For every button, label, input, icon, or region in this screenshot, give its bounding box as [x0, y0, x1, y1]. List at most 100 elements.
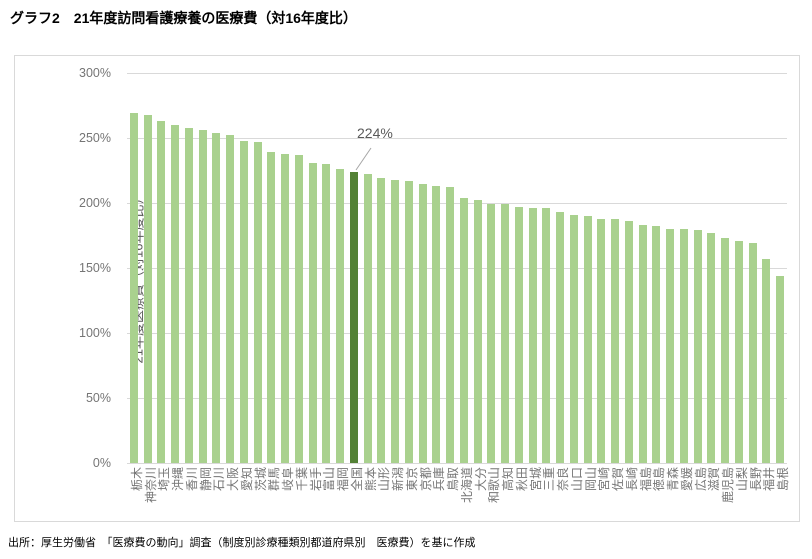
gridline [127, 73, 787, 74]
x-tick-label: 福井 [762, 467, 777, 492]
y-tick-label: 250% [79, 131, 111, 145]
bar [721, 238, 730, 463]
x-tick-label: 京都 [418, 467, 433, 492]
bar [501, 204, 510, 463]
gridline [127, 333, 787, 334]
bar [171, 125, 180, 463]
x-tick-label: 高知 [501, 467, 516, 492]
bar [652, 226, 661, 463]
gridline [127, 138, 787, 139]
bar [363, 174, 372, 463]
x-tick-label: 青森 [666, 467, 681, 492]
bar [748, 243, 757, 463]
bar [569, 214, 578, 463]
y-tick-label: 200% [79, 196, 111, 210]
bar-highlighted [349, 171, 358, 463]
bar [432, 186, 441, 463]
y-tick-label: 100% [79, 326, 111, 340]
y-tick-label: 50% [85, 391, 111, 405]
x-tick-label: 東京 [404, 467, 419, 492]
x-tick-label: 栃木 [129, 467, 144, 492]
x-tick-label: 長野 [748, 467, 763, 492]
x-tick-label: 三重 [542, 467, 557, 492]
annotation-label: 224% [357, 125, 393, 141]
x-tick-label: 神奈川 [143, 467, 158, 504]
x-tick-label: 宮崎 [597, 467, 612, 492]
bar [638, 225, 647, 463]
x-tick-label: 北海道 [459, 467, 474, 504]
bar [693, 230, 702, 463]
bar [734, 240, 743, 463]
x-tick-label: 滋賀 [707, 467, 722, 492]
x-tick-label: 茨城 [253, 467, 268, 492]
bar [391, 179, 400, 463]
x-tick-label: 島根 [776, 467, 791, 492]
x-tick-label: 鹿児島 [721, 467, 736, 504]
x-tick-label: 全国 [349, 467, 364, 492]
x-tick-label: 福島 [638, 467, 653, 492]
bar [239, 140, 248, 463]
gridline [127, 203, 787, 204]
chart-panel: 21年度医療費（対16年度比） 0% 50% 100% 150% 200% 250% 300… [14, 55, 800, 522]
x-tick-label: 石川 [212, 467, 227, 492]
gridline [127, 268, 787, 269]
bar [281, 153, 290, 463]
x-tick-label: 富山 [322, 467, 337, 492]
x-axis: 栃木 神奈川 埼玉 沖縄 香川 静岡 石川 大阪 愛知 茨城 群馬 岐阜 千葉 岩手 富山 福岡 全国 熊本 山形新… [127, 467, 791, 521]
bar [143, 114, 152, 463]
bar [666, 229, 675, 463]
bar [322, 164, 331, 463]
gridline [127, 463, 787, 464]
x-tick-label: 群馬 [267, 467, 282, 492]
x-tick-label: 愛知 [239, 467, 254, 492]
x-tick-label: 愛媛 [679, 467, 694, 492]
bar [198, 130, 207, 463]
y-tick-label: 0% [92, 456, 111, 470]
gridline [127, 398, 787, 399]
x-tick-label: 鳥取 [446, 467, 461, 492]
x-tick-label: 千葉 [294, 467, 309, 492]
x-tick-label: 和歌山 [487, 467, 502, 504]
bar [336, 169, 345, 463]
bar [583, 216, 592, 463]
bar [679, 229, 688, 463]
x-tick-label: 熊本 [363, 467, 378, 492]
x-tick-label: 山口 [569, 467, 584, 492]
bar [294, 154, 303, 463]
x-tick-label: 大阪 [226, 467, 241, 492]
x-tick-label: 新潟 [391, 467, 406, 492]
x-tick-label: 広島 [693, 467, 708, 492]
bar [404, 180, 413, 463]
x-tick-label: 山梨 [734, 467, 749, 492]
x-tick-label: 秋田 [514, 467, 529, 492]
x-tick-label: 長崎 [624, 467, 639, 492]
x-tick-label: 福岡 [336, 467, 351, 492]
x-tick-label: 宮城 [528, 467, 543, 492]
bar [226, 135, 235, 463]
x-tick-label: 兵庫 [432, 467, 447, 492]
bar [267, 152, 276, 463]
bar [542, 208, 551, 463]
bar [212, 132, 221, 463]
bar [611, 218, 620, 463]
x-tick-label: 徳島 [652, 467, 667, 492]
bar [157, 121, 166, 463]
x-tick-label: 奈良 [556, 467, 571, 492]
page-title: グラフ2 21年度訪問看護療養の医療費（対16年度比） [10, 10, 357, 26]
bar [308, 162, 317, 463]
bar [446, 187, 455, 463]
x-tick-label: 山形 [377, 467, 392, 492]
bar [129, 113, 138, 463]
x-tick-label: 岐阜 [281, 467, 296, 492]
source-note: 出所：厚生労働省 「医療費の動向」調査（制度別診療種類別都道府県別 医療費）を基… [8, 537, 476, 549]
x-tick-label: 佐賀 [611, 467, 626, 492]
bar [184, 127, 193, 463]
bar [597, 218, 606, 463]
bar [487, 204, 496, 463]
x-tick-label: 沖縄 [171, 467, 186, 492]
bar [762, 258, 771, 463]
y-tick-label: 150% [79, 261, 111, 275]
x-tick-label: 岩手 [308, 467, 323, 492]
bar [776, 275, 785, 463]
bar [556, 212, 565, 463]
